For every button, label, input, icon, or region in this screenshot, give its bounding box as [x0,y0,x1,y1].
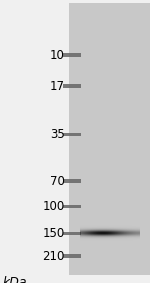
Text: 70: 70 [50,175,64,188]
Text: 35: 35 [50,128,64,141]
Bar [63,132,81,136]
Bar [63,179,81,183]
Text: 100: 100 [42,200,64,213]
Bar [63,231,81,235]
Text: 150: 150 [42,227,64,240]
Text: 10: 10 [50,49,64,62]
Bar [63,254,81,258]
Text: 210: 210 [42,250,64,263]
Bar [63,85,81,88]
Bar [63,53,81,57]
Text: kDa: kDa [3,276,27,283]
Text: 17: 17 [50,80,64,93]
Bar [69,3,150,275]
Bar [63,205,81,208]
